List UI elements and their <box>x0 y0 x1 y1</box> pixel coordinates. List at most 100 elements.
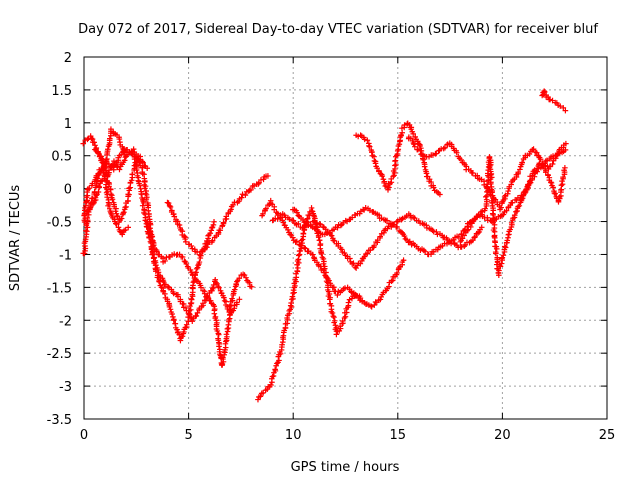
data-point <box>557 103 564 109</box>
data-point <box>153 262 159 268</box>
data-point <box>498 204 504 211</box>
data-point <box>144 165 150 172</box>
data-point <box>398 216 405 223</box>
data-point <box>287 231 293 238</box>
data-point <box>503 207 510 214</box>
data-point <box>298 237 305 244</box>
data-point <box>500 211 507 218</box>
data-point <box>217 227 224 234</box>
data-point <box>207 230 213 237</box>
data-point <box>167 204 174 210</box>
data-point <box>121 157 128 164</box>
data-point <box>140 200 147 206</box>
data-point <box>139 158 146 165</box>
data-point <box>272 366 278 373</box>
data-point <box>215 331 222 338</box>
y-axis-label: SDTVAR / TECUs <box>8 185 23 292</box>
data-point <box>169 311 175 317</box>
x-tick-label: 25 <box>599 428 616 443</box>
data-point <box>461 232 467 239</box>
data-point <box>93 192 100 199</box>
data-point <box>493 250 499 257</box>
data-point <box>348 288 354 295</box>
data-point <box>255 181 262 187</box>
data-point <box>263 205 269 212</box>
data-point <box>285 227 291 233</box>
data-point <box>331 238 338 244</box>
data-point <box>421 163 428 170</box>
data-point <box>114 213 120 219</box>
data-point <box>205 295 212 301</box>
data-point <box>563 140 569 147</box>
series-track-10 <box>290 205 485 258</box>
data-point <box>166 203 173 209</box>
data-point <box>176 222 183 228</box>
data-point <box>539 160 546 167</box>
data-point <box>227 311 233 318</box>
data-point <box>516 203 523 209</box>
series-track-15 <box>92 146 150 225</box>
data-point <box>509 199 516 206</box>
data-point <box>517 166 523 173</box>
data-point <box>204 244 210 251</box>
data-point <box>350 260 357 266</box>
data-point <box>198 284 204 291</box>
data-point <box>108 191 114 198</box>
data-point <box>371 243 378 249</box>
data-point <box>236 275 243 282</box>
data-point <box>109 196 116 203</box>
data-point <box>312 226 319 232</box>
data-point <box>154 248 160 255</box>
data-point <box>130 146 137 152</box>
data-point <box>108 126 114 132</box>
data-point <box>214 328 221 334</box>
series-track-9 <box>269 147 569 271</box>
data-point <box>179 254 186 260</box>
data-point <box>236 296 243 303</box>
data-point <box>328 232 335 239</box>
data-point <box>558 182 565 189</box>
data-point <box>347 255 353 262</box>
data-point <box>410 140 417 146</box>
data-point <box>371 302 378 308</box>
data-point <box>111 162 118 168</box>
data-point <box>551 190 558 196</box>
data-point <box>85 209 92 215</box>
data-point <box>175 293 181 300</box>
data-point <box>224 326 231 332</box>
y-tick-label: 2 <box>64 51 72 66</box>
data-point <box>181 258 188 264</box>
data-point <box>162 258 168 264</box>
data-points <box>80 88 569 403</box>
data-point <box>318 250 325 257</box>
data-point <box>334 224 341 231</box>
data-point <box>159 277 166 283</box>
x-tick-label: 15 <box>390 428 407 443</box>
data-point <box>502 244 509 251</box>
data-point <box>562 107 569 114</box>
data-point <box>133 159 140 165</box>
data-point <box>181 233 188 239</box>
data-point <box>406 238 413 245</box>
data-point <box>423 222 430 229</box>
data-point <box>186 310 193 317</box>
data-point <box>188 296 195 302</box>
data-point <box>302 245 309 252</box>
data-point <box>256 179 262 186</box>
data-point <box>91 197 98 204</box>
data-point <box>90 201 96 207</box>
data-point <box>207 297 214 304</box>
data-point <box>530 146 537 152</box>
data-point <box>390 173 397 180</box>
series-track-13 <box>457 140 569 279</box>
data-point <box>475 230 481 236</box>
data-point <box>507 226 513 233</box>
data-point <box>214 281 220 287</box>
data-point <box>555 199 562 205</box>
data-point <box>120 210 126 217</box>
data-point <box>103 169 109 176</box>
data-point <box>490 195 496 201</box>
data-point <box>200 300 206 307</box>
data-point <box>300 230 307 237</box>
data-point <box>167 306 174 313</box>
